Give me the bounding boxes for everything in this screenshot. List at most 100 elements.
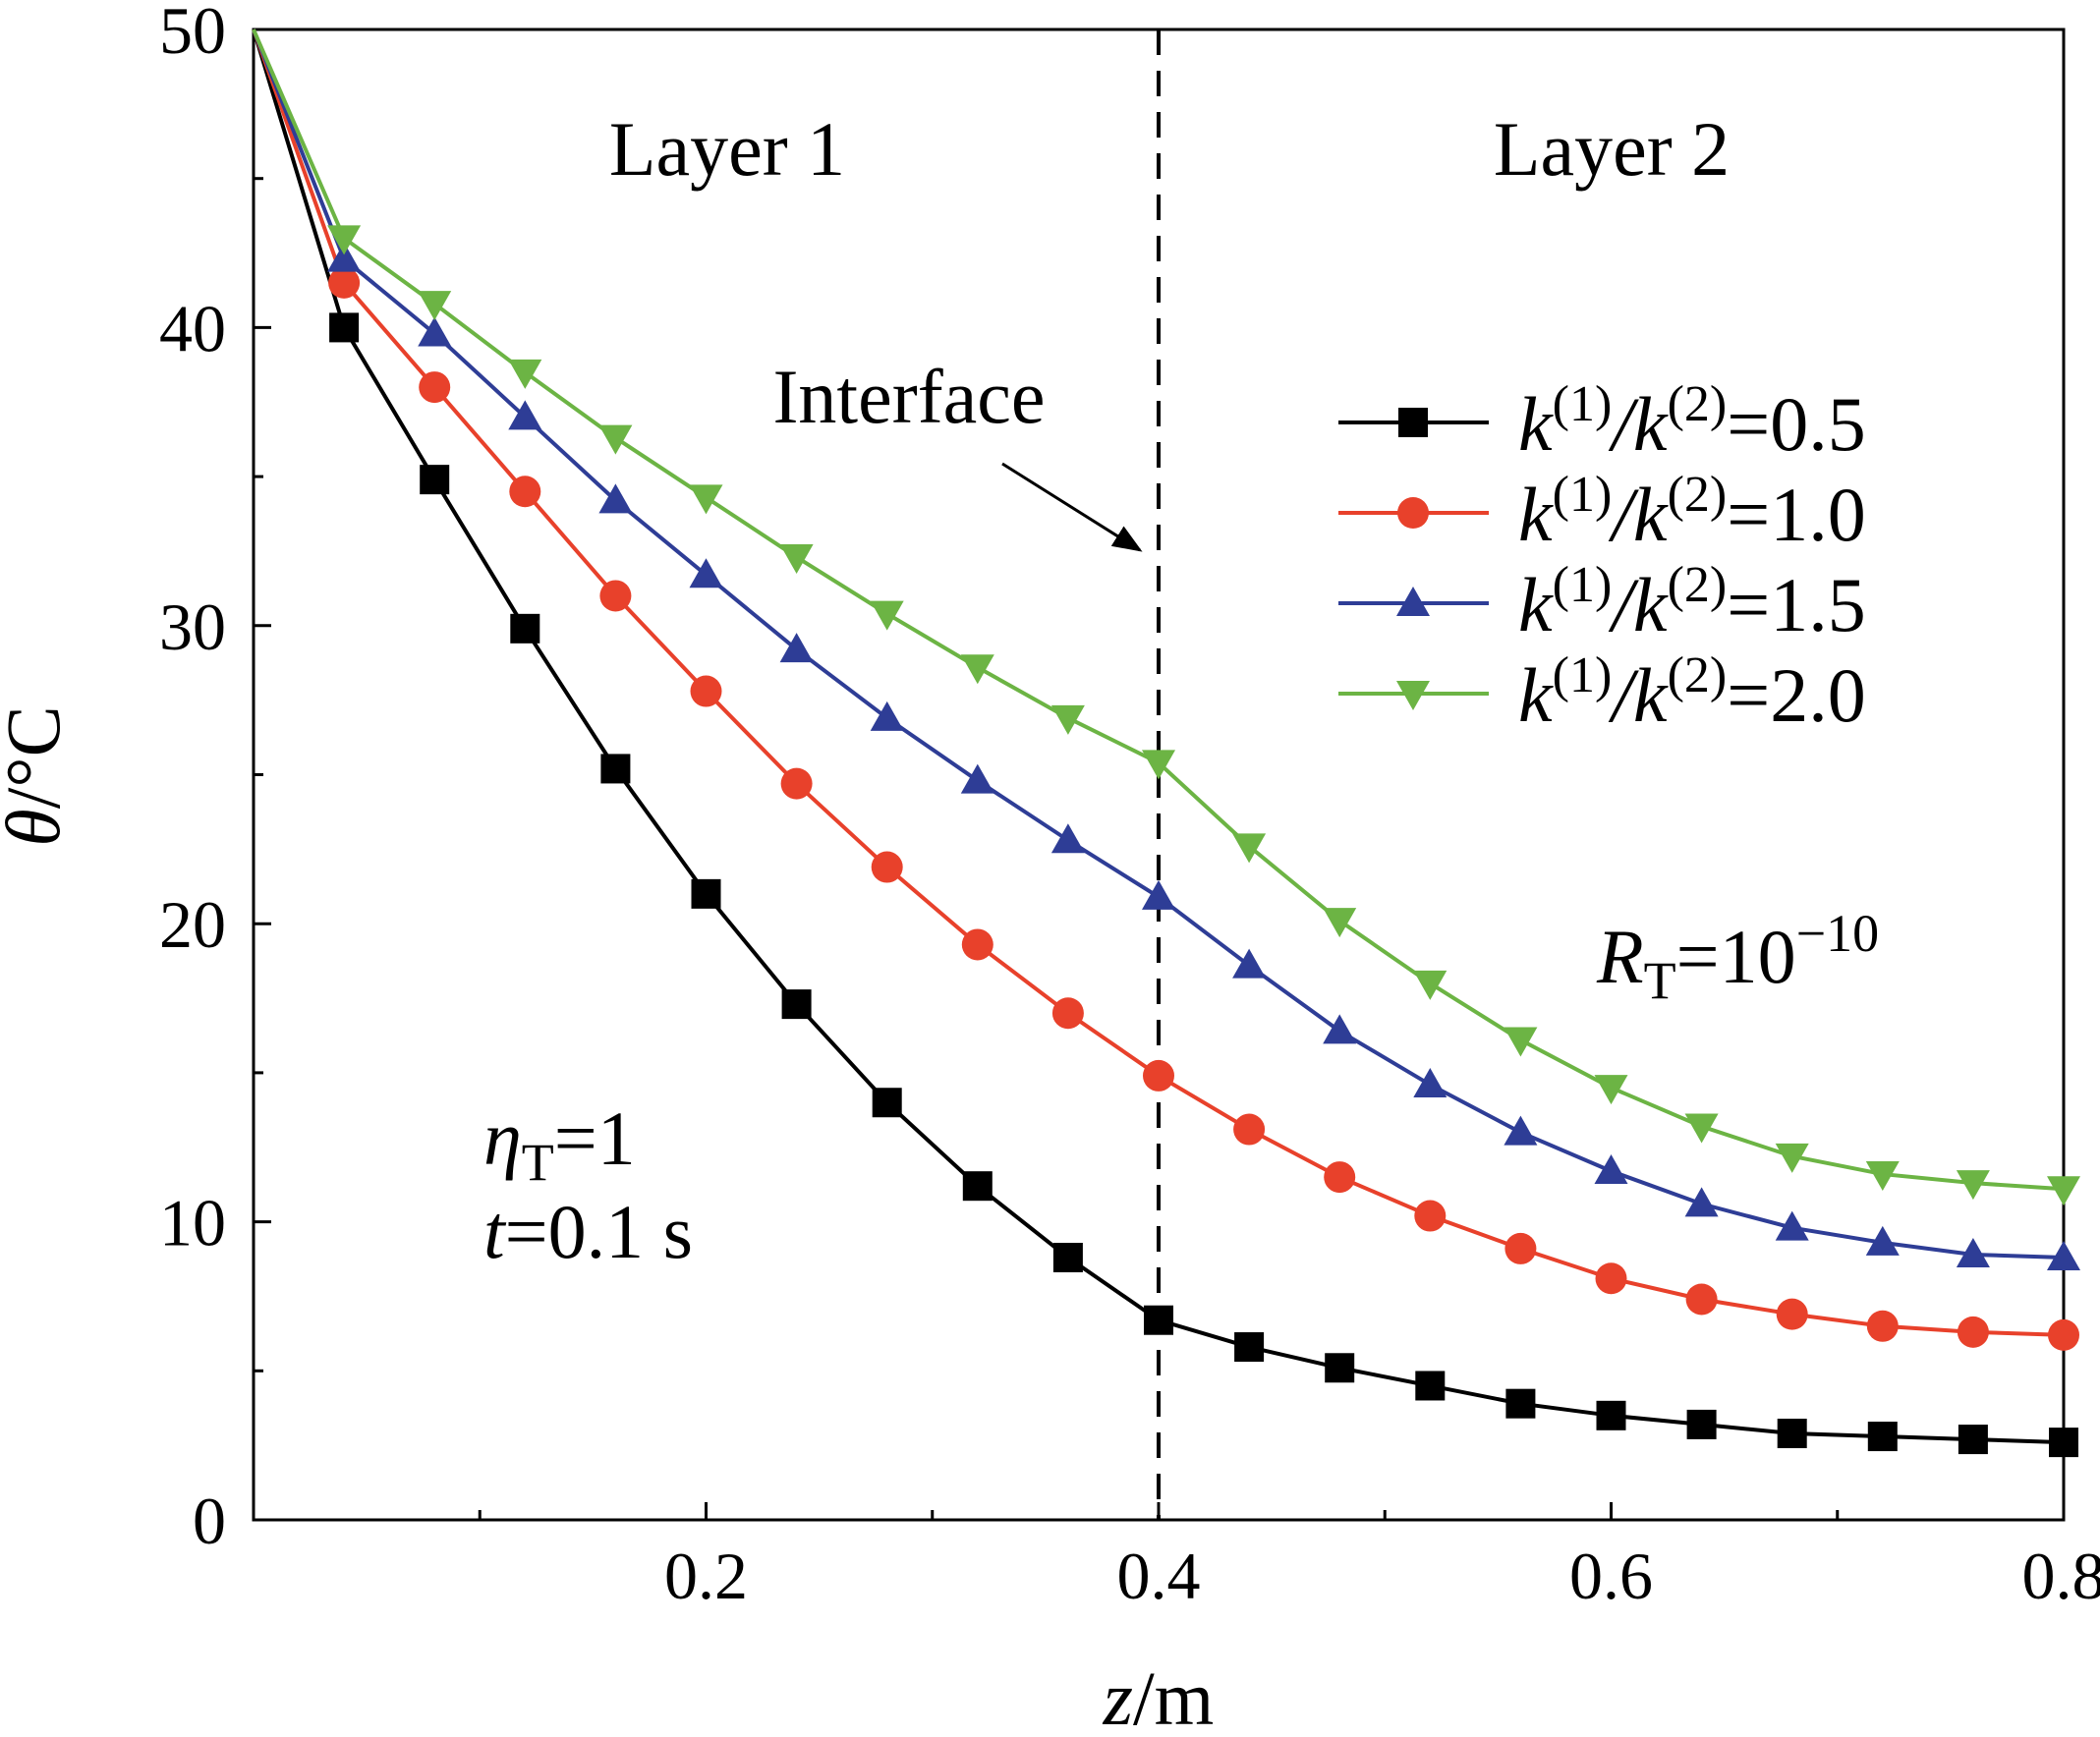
layer1-label: Layer 1	[609, 106, 845, 192]
legend-label-part: k	[1518, 472, 1554, 557]
data-point	[1775, 1210, 1809, 1241]
y-tick-label: 20	[159, 887, 226, 962]
data-point	[1413, 1068, 1447, 1098]
data-point	[870, 700, 904, 731]
y-axis-title-italic: θ	[0, 809, 76, 846]
data-point	[327, 225, 362, 255]
legend-swatch-marker	[1398, 408, 1428, 437]
data-point	[689, 484, 723, 515]
data-point	[1595, 1262, 1627, 1295]
legend-entry-2: k(1)/k(2)=1.0	[1338, 467, 1866, 557]
data-point	[1324, 1161, 1356, 1194]
data-point	[1684, 1187, 1719, 1217]
eta-rest: =1	[554, 1095, 636, 1181]
data-point	[1686, 1409, 1717, 1439]
legend-label: k(1)/k(2)=1.0	[1518, 467, 1866, 557]
legend-label-part: (2)	[1668, 376, 1728, 432]
legend-label-part: =1.0	[1727, 472, 1866, 557]
legend-label-part: =0.5	[1727, 381, 1866, 467]
legend-label: k(1)/k(2)=1.5	[1518, 557, 1866, 647]
data-point	[2047, 1241, 2080, 1271]
data-point	[1594, 1154, 1628, 1185]
layer2-label: Layer 2	[1494, 106, 1730, 192]
legend-label-part: /k	[1608, 472, 1669, 557]
data-point	[690, 675, 722, 707]
legend-label-part: k	[1518, 381, 1554, 467]
data-point	[1323, 1014, 1357, 1044]
legend-label-part: (2)	[1668, 647, 1728, 703]
data-point	[1505, 1388, 1536, 1419]
data-point	[1957, 1316, 1989, 1348]
data-point	[420, 465, 450, 495]
x-axis-title-rest: /m	[1133, 1655, 1214, 1737]
data-point	[329, 312, 360, 343]
data-point	[870, 600, 904, 631]
rt-sup: −10	[1796, 904, 1879, 963]
x-axis-ticks: 0.2 0.4 0.6 0.8	[478, 1502, 2100, 1613]
data-point	[689, 558, 723, 588]
legend-label-part: (1)	[1553, 557, 1613, 613]
y-axis-title: θ/°C	[0, 705, 76, 846]
data-point	[1867, 1422, 1898, 1452]
legend: k(1)/k(2)=0.5k(1)/k(2)=1.0k(1)/k(2)=1.5k…	[1338, 376, 1866, 738]
data-point	[780, 767, 813, 800]
data-point	[1865, 1161, 1900, 1192]
rt-rest: =10	[1676, 914, 1796, 999]
series-4	[252, 28, 2080, 1206]
data-point	[1325, 1353, 1355, 1383]
data-point	[962, 1171, 993, 1202]
legend-label-part: k	[1518, 652, 1554, 738]
data-point	[1865, 1225, 1900, 1256]
legend-label-part: /k	[1608, 562, 1669, 647]
x-tick-label: 0.8	[2022, 1539, 2100, 1613]
data-point	[510, 613, 540, 644]
legend-entry-1: k(1)/k(2)=0.5	[1338, 376, 1866, 467]
data-point	[1052, 1243, 1083, 1273]
legend-swatch-marker	[1396, 587, 1430, 616]
data-point	[1050, 704, 1085, 735]
data-point	[871, 851, 903, 883]
legend-label-part: (2)	[1668, 467, 1728, 523]
data-point	[2047, 1176, 2080, 1206]
data-point	[1413, 970, 1447, 1000]
x-tick-label: 0.4	[1117, 1539, 1201, 1613]
data-point	[781, 989, 812, 1020]
legend-swatch-marker	[1397, 497, 1429, 529]
data-point	[1143, 1059, 1174, 1092]
data-point	[1142, 750, 1175, 780]
legend-label-part: (1)	[1553, 376, 1613, 432]
data-point	[1232, 948, 1267, 979]
legend-swatch-marker	[1396, 681, 1430, 710]
eta-italic: η	[483, 1095, 522, 1181]
legend-label-part: (1)	[1553, 647, 1613, 703]
data-point	[2048, 1318, 2079, 1351]
data-point	[779, 544, 814, 575]
data-point	[1323, 908, 1357, 938]
data-point	[1777, 1419, 1807, 1449]
y-tick-label: 50	[159, 0, 226, 68]
y-axis-ticks: 0 10 20 30 40 50	[159, 0, 271, 1558]
legend-label-part: /k	[1608, 652, 1669, 738]
x-axis-title: z/m	[1103, 1655, 1215, 1737]
data-point	[1232, 833, 1267, 864]
time-italic: t	[483, 1189, 507, 1274]
data-point	[872, 1088, 902, 1118]
data-point	[691, 878, 721, 909]
rt-annotation: RT=10−10	[1596, 904, 1879, 1010]
data-point	[327, 242, 362, 272]
series-1	[252, 28, 2078, 1458]
data-point	[1958, 1425, 1988, 1455]
data-point	[1414, 1200, 1447, 1232]
data-point	[1956, 1170, 1990, 1201]
data-point	[1684, 1113, 1719, 1144]
data-point	[1504, 1232, 1537, 1264]
data-point	[1776, 1298, 1808, 1330]
interface-label: Interface	[772, 354, 1045, 439]
data-point	[960, 654, 994, 685]
interface-arrow	[1001, 462, 1143, 552]
data-point	[598, 424, 633, 455]
data-point	[1775, 1143, 1809, 1173]
y-tick-label: 30	[159, 589, 226, 664]
data-point	[418, 316, 452, 347]
data-point	[508, 359, 542, 389]
